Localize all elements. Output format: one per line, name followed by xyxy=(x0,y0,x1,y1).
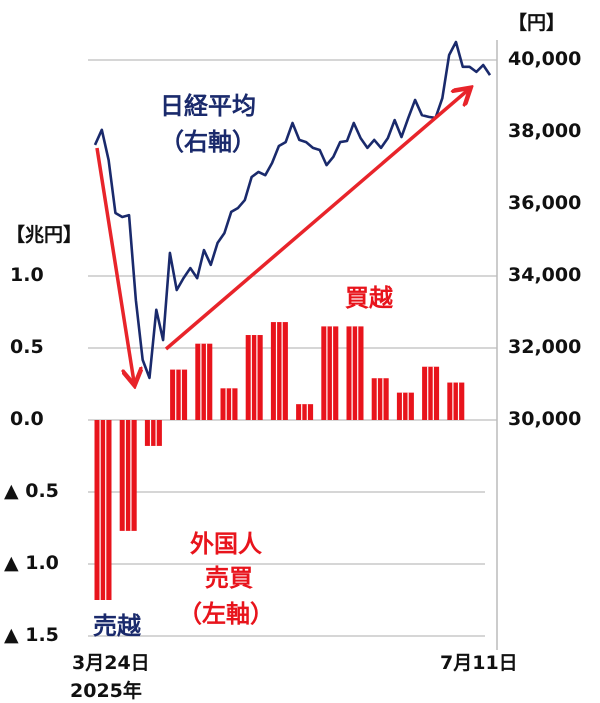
buy-label: 買越 xyxy=(345,278,393,313)
right-axis-unit: 【円】 xyxy=(508,8,565,35)
bar xyxy=(221,388,238,420)
bar xyxy=(246,335,263,420)
right-axis-tick-label: 34,000 xyxy=(508,264,581,286)
x-label-start: 3月24日 xyxy=(72,648,150,675)
bar xyxy=(195,344,212,420)
left-axis-tick-label: 1.0 xyxy=(10,264,44,286)
bar xyxy=(347,326,364,420)
left-axis-unit: 【兆円】 xyxy=(6,220,82,247)
bar xyxy=(170,370,187,420)
bar xyxy=(296,404,313,420)
bar xyxy=(447,383,464,420)
bar xyxy=(95,420,112,600)
right-axis-tick-label: 36,000 xyxy=(508,192,581,214)
right-axis-tick-label: 40,000 xyxy=(508,48,581,70)
foreign-trade-label: 売買 xyxy=(205,558,253,593)
right-axis-tick-label: 32,000 xyxy=(508,336,581,358)
bar xyxy=(145,420,162,446)
bar xyxy=(372,378,389,420)
gridlines xyxy=(88,60,497,636)
nikkei-axis-note: （右軸） xyxy=(160,122,256,157)
right-axis-tick-label: 30,000 xyxy=(508,408,581,430)
nikkei-label: 日経平均 xyxy=(160,86,256,121)
line-series xyxy=(95,42,490,378)
nikkei-line xyxy=(95,42,490,378)
bar xyxy=(271,322,288,420)
right-axis-tick-label: 38,000 xyxy=(508,120,581,142)
sell-label: 売越 xyxy=(93,606,141,641)
x-label-end: 7月11日 xyxy=(440,648,518,675)
bar xyxy=(397,393,414,420)
bar xyxy=(321,326,338,420)
bar xyxy=(120,420,137,531)
left-axis-tick-label: ▲ 0.5 xyxy=(4,480,59,502)
left-axis-tick-label: ▲ 1.0 xyxy=(4,552,59,574)
left-axis-tick-label: 0.5 xyxy=(10,336,44,358)
bar xyxy=(422,367,439,420)
foreign-label: 外国人 xyxy=(190,524,262,559)
down-trend-arrow xyxy=(97,148,134,382)
foreign-axis-note: （左軸） xyxy=(178,594,274,629)
left-axis-tick-label: ▲ 1.5 xyxy=(4,624,59,646)
left-axis-tick-label: 0.0 xyxy=(10,408,44,430)
